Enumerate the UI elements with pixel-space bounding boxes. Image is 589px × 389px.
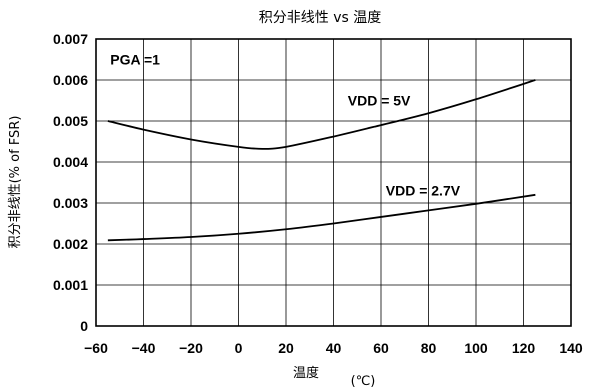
x-tick-label: 40: [326, 340, 342, 356]
x-tick-label: −60: [84, 340, 108, 356]
y-tick-labels: 0 0.001 0.002 0.003 0.004 0.005 0.006 0.007: [53, 31, 88, 334]
x-axis-label: 温度: [293, 365, 319, 381]
series-line-vdd-2-7v: [107, 193, 536, 242]
y-axis-label: 积分非线性(% of FSR): [8, 116, 23, 249]
grid: [96, 39, 571, 326]
x-tick-label: 100: [464, 340, 488, 356]
x-tick-label: 20: [278, 340, 294, 356]
x-tick-label: 80: [421, 340, 437, 356]
y-tick-label: 0.004: [53, 154, 88, 170]
x-tick-label: 140: [559, 340, 583, 356]
x-tick-label: −20: [179, 340, 203, 356]
x-tick-labels: −60 −40 −20 0 20 40 60 80 100 120 140: [84, 340, 583, 356]
y-tick-label: 0.006: [53, 72, 88, 88]
annotation-label: VDD = 2.7V: [386, 183, 461, 199]
y-tick-label: 0.005: [53, 113, 88, 129]
plot-frame: [95, 38, 572, 327]
y-tick-label: 0.002: [53, 236, 88, 252]
chart-title: 积分非线性 vs 温度: [259, 10, 381, 26]
x-tick-label: −40: [132, 340, 156, 356]
y-tick-label: 0.003: [53, 195, 88, 211]
y-tick-label: 0.007: [53, 31, 88, 47]
x-axis-unit: (℃): [351, 374, 376, 389]
y-tick-label: 0: [80, 318, 88, 334]
x-tick-label: 0: [235, 340, 243, 356]
annotations: PGA =1 VDD = 5V VDD = 2.7V: [110, 52, 460, 199]
x-tick-label: 60: [373, 340, 389, 356]
x-tick-label: 120: [512, 340, 536, 356]
y-tick-label: 0.001: [53, 277, 88, 293]
series-line-vdd-5v: [107, 79, 536, 150]
annotation-label: VDD = 5V: [348, 93, 411, 109]
annotation-label: PGA =1: [110, 52, 160, 68]
series-layer: [107, 79, 536, 242]
